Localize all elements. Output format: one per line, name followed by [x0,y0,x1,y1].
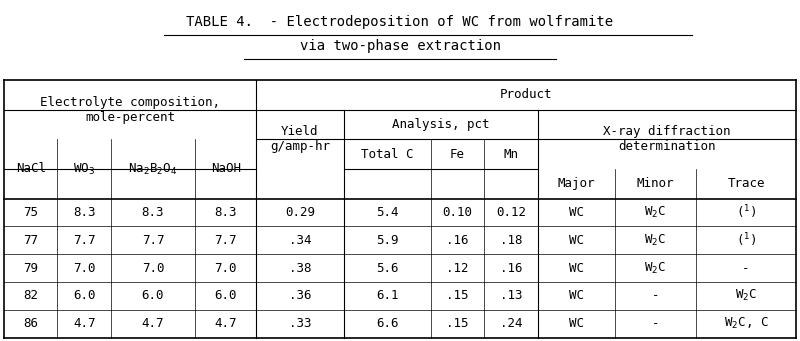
Text: 5.9: 5.9 [376,234,398,247]
Text: WO$_3$: WO$_3$ [73,161,95,177]
Text: .33: .33 [289,317,311,330]
Text: 6.0: 6.0 [214,290,237,302]
Text: .13: .13 [500,290,522,302]
Text: 82: 82 [23,290,38,302]
Text: 79: 79 [23,262,38,275]
Text: .12: .12 [446,262,469,275]
Text: 7.7: 7.7 [214,234,237,247]
Text: 7.0: 7.0 [214,262,237,275]
Text: 75: 75 [23,206,38,219]
Text: X-ray diffraction
determination: X-ray diffraction determination [603,125,730,153]
Text: Minor: Minor [637,177,674,190]
Text: W$_2$C: W$_2$C [644,261,666,276]
Text: Fe: Fe [450,148,465,161]
Text: 6.0: 6.0 [73,290,95,302]
Text: 7.7: 7.7 [142,234,164,247]
Text: 4.7: 4.7 [142,317,164,330]
Text: Total C: Total C [361,148,414,161]
Text: .15: .15 [446,317,469,330]
Text: 7.0: 7.0 [73,262,95,275]
Text: -: - [742,262,750,275]
Text: .16: .16 [500,262,522,275]
Text: -: - [652,290,659,302]
Text: WC: WC [569,234,584,247]
Text: 4.7: 4.7 [73,317,95,330]
Text: WC: WC [569,317,584,330]
Text: .38: .38 [289,262,311,275]
Text: 6.6: 6.6 [376,317,398,330]
Text: 6.1: 6.1 [376,290,398,302]
Text: W$_2$C: W$_2$C [644,205,666,220]
Text: Mn: Mn [503,148,518,161]
Text: -: - [652,317,659,330]
Text: 6.0: 6.0 [142,290,164,302]
Text: Trace: Trace [727,177,765,190]
Text: NaCl: NaCl [16,162,46,176]
Text: Product: Product [500,88,553,101]
Text: .15: .15 [446,290,469,302]
Text: ($^1$): ($^1$) [736,204,756,221]
Text: Electrolyte composition,
mole-percent: Electrolyte composition, mole-percent [40,96,220,124]
Text: Yield
g/amp-hr: Yield g/amp-hr [270,125,330,153]
Text: Major: Major [558,177,595,190]
Text: 8.3: 8.3 [142,206,164,219]
Text: 5.6: 5.6 [376,262,398,275]
Text: 86: 86 [23,317,38,330]
Text: .36: .36 [289,290,311,302]
Text: WC: WC [569,290,584,302]
Text: 8.3: 8.3 [73,206,95,219]
Text: 7.0: 7.0 [142,262,164,275]
Text: TABLE 4.  - Electrodeposition of WC from wolframite: TABLE 4. - Electrodeposition of WC from … [186,15,614,29]
Text: WC: WC [569,206,584,219]
Text: 0.29: 0.29 [285,206,315,219]
Text: W$_2$C, C: W$_2$C, C [724,316,768,331]
Text: 77: 77 [23,234,38,247]
Text: WC: WC [569,262,584,275]
Text: .24: .24 [500,317,522,330]
Text: 5.4: 5.4 [376,206,398,219]
Text: via two-phase extraction: via two-phase extraction [299,39,501,53]
Text: W$_2$C: W$_2$C [735,288,757,303]
Text: .16: .16 [446,234,469,247]
Text: .34: .34 [289,234,311,247]
Text: NaOH: NaOH [210,162,241,176]
Text: 0.10: 0.10 [442,206,473,219]
Text: .18: .18 [500,234,522,247]
Text: W$_2$C: W$_2$C [644,233,666,248]
Text: Analysis, pct: Analysis, pct [392,118,490,131]
Text: 4.7: 4.7 [214,317,237,330]
Text: Na$_2$B$_2$O$_4$: Na$_2$B$_2$O$_4$ [128,161,178,177]
Text: ($^1$): ($^1$) [736,232,756,249]
Text: 8.3: 8.3 [214,206,237,219]
Text: 0.12: 0.12 [496,206,526,219]
Text: 7.7: 7.7 [73,234,95,247]
